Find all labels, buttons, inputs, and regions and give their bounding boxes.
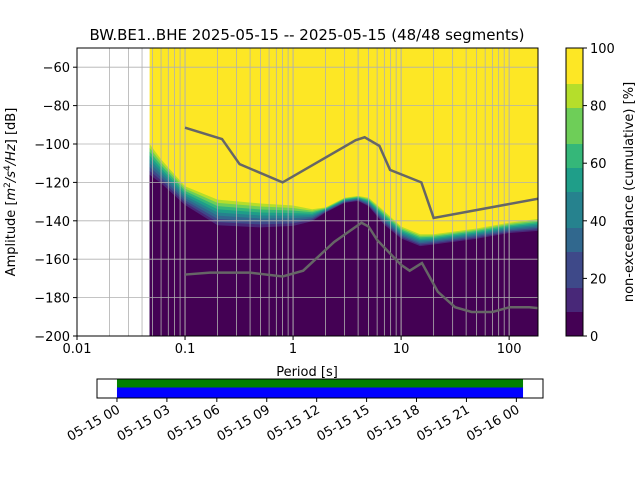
- colorbar-segment: [566, 312, 583, 325]
- y-axis-label: Amplitude [m2/s4/Hz] [dB]: [3, 108, 19, 277]
- ppsd-plot-area: [149, 48, 538, 336]
- timeline-tick-label: 05-15 03: [115, 402, 173, 444]
- colorbar-segment: [566, 180, 583, 193]
- x-axis-label: Period [s]: [276, 365, 338, 380]
- colorbar-segment: [566, 276, 583, 289]
- colorbar: 0 20 40 60 80 100: [565, 42, 615, 345]
- colorbar-tick-label: 20: [590, 272, 607, 287]
- colorbar-segment: [566, 108, 583, 121]
- colorbar-segment: [566, 228, 583, 241]
- y-tick-label: −200: [34, 330, 70, 345]
- timeline-tick-label: 05-15 09: [215, 402, 273, 444]
- y-tick-label: −180: [34, 292, 70, 307]
- x-tick-label: 0.01: [63, 342, 92, 357]
- colorbar-segment: [566, 264, 583, 277]
- y-tick-label: −80: [43, 100, 70, 115]
- colorbar-segment: [566, 60, 583, 73]
- colorbar-segment: [566, 96, 583, 109]
- colorbar-segment: [566, 288, 583, 301]
- timeline-tick-label: 05-16 00: [464, 402, 522, 444]
- timeline-tick-label: 05-15 18: [364, 402, 422, 444]
- noise-models: [184, 126, 538, 314]
- colorbar-segment: [566, 192, 583, 205]
- nhnm-line: [184, 126, 538, 220]
- timeline-tick-label: 05-15 21: [414, 402, 472, 444]
- chart-title: BW.BE1..BHE 2025-05-15 -- 2025-05-15 (48…: [89, 26, 524, 44]
- colorbar-segment: [566, 204, 583, 217]
- x-tick-label: 100: [497, 342, 522, 357]
- colorbar-segment: [566, 324, 583, 337]
- colorbar-segment: [566, 48, 583, 61]
- x-ticks: 0.01 0.1 1 10 100: [63, 336, 522, 357]
- colorbar-frame: [565, 47, 584, 337]
- colorbar-tick-label: 80: [590, 100, 607, 115]
- colorbar-segment: [566, 144, 583, 157]
- colorbar-segment: [566, 240, 583, 253]
- timeline-tick-label: 05-15 00: [65, 402, 123, 444]
- x-tick-label: 0.1: [175, 342, 196, 357]
- colorbar-segment: [566, 120, 583, 133]
- y-ticks: −60 −80 −100 −120 −140 −160 −180 −200: [34, 61, 77, 345]
- x-tick-label: 1: [289, 342, 297, 357]
- colorbar-tick-label: 40: [590, 215, 607, 230]
- colorbar-tick-label: 60: [590, 157, 607, 172]
- y-tick-label: −160: [34, 253, 70, 268]
- colorbar-tick-label: 0: [590, 330, 598, 345]
- colorbar-segment: [566, 252, 583, 265]
- y-tick-label: −60: [43, 61, 70, 76]
- colorbar-segment: [566, 216, 583, 229]
- coverage-bar-top: [116, 379, 524, 388]
- y-tick-label: −100: [34, 138, 70, 153]
- colorbar-segment: [566, 168, 583, 181]
- colorbar-segment: [566, 72, 583, 85]
- nlnm-line: [184, 221, 538, 314]
- y-tick-label: −140: [34, 215, 70, 230]
- plot-frame: [76, 47, 539, 337]
- colorbar-label: non-exceedance (cumulative) [%]: [622, 82, 637, 302]
- colorbar-segment: [566, 132, 583, 145]
- timeline-tick-label: 05-15 06: [165, 402, 223, 444]
- x-tick-label: 10: [393, 342, 410, 357]
- timeline-tick-label: 05-15 15: [314, 402, 372, 444]
- y-tick-label: −120: [34, 176, 70, 191]
- timeline-tick-label: 05-15 12: [265, 402, 323, 444]
- colorbar-segment: [566, 84, 583, 97]
- colorbar-segment: [566, 300, 583, 313]
- coverage-bar-bottom: [116, 387, 524, 398]
- colorbar-tick-label: 100: [590, 42, 615, 57]
- grid-lines: [77, 48, 538, 336]
- colorbar-segment: [566, 156, 583, 169]
- timeline-frame: [96, 378, 544, 399]
